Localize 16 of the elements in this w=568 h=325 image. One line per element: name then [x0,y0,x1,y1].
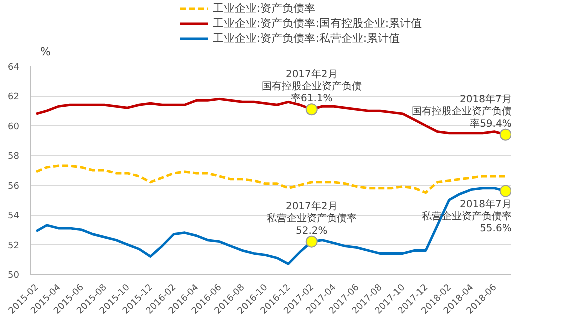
y-tick-label: 52 [8,241,20,252]
y-axis-title: % [40,46,51,58]
y-tick-label: 58 [8,152,20,162]
annotation: 2017年2月私营企业资产负债率52.2% [266,200,357,237]
legend-label: 工业企业:资产负债率 [213,1,316,16]
y-tick-label: 50 [8,271,20,281]
annotation: 2017年2月国有控股企业资产负债率61.1% [262,68,362,105]
y-tick-label: 64 [8,63,20,73]
legend-label: 工业企业:资产负债率:私营企业:累计值 [213,31,400,46]
line-series [35,164,508,194]
annotation: 2018年7月国有控股企业资产负债率59.4% [412,94,512,130]
y-tick-label: 60 [8,122,20,132]
y-tick-label: 56 [8,182,20,192]
legend-label: 工业企业:资产负债率:国有控股企业:累计值 [213,16,422,31]
y-tick-label: 62 [8,92,20,103]
y-tick-label: 54 [8,212,20,222]
